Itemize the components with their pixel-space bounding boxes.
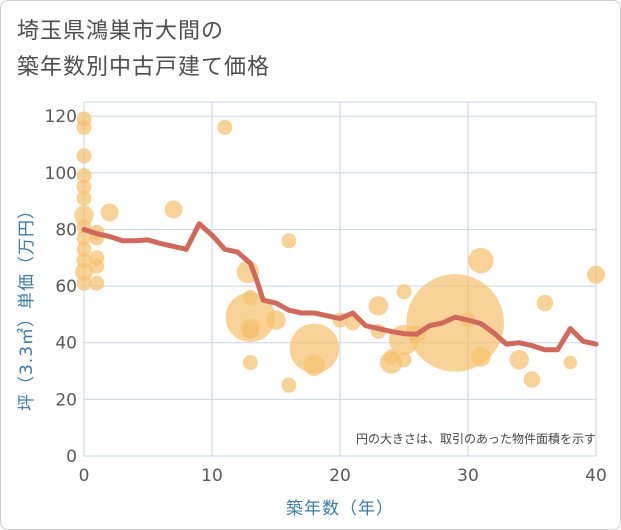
bubble-size-note: 円の大きさは、取引のあった物件面積を示す: [356, 431, 596, 446]
x-tick-label: 0: [79, 466, 90, 486]
data-bubble: [242, 355, 258, 371]
x-axis-label: 築年数（年）: [286, 499, 394, 519]
data-bubble: [266, 310, 286, 330]
data-bubble: [89, 275, 105, 291]
data-bubble: [76, 275, 92, 291]
data-bubble: [76, 190, 92, 206]
data-bubble: [75, 262, 93, 281]
data-bubble: [396, 284, 412, 300]
data-bubble: [281, 233, 297, 249]
x-tick-label: 40: [585, 466, 607, 486]
x-tick-label: 20: [329, 466, 351, 486]
y-axis-label: 坪（3.3㎡）単価（万円）: [17, 201, 37, 411]
data-bubble: [289, 323, 340, 374]
data-bubble: [76, 168, 92, 184]
data-bubble: [563, 355, 578, 370]
y-tick-label: 80: [55, 220, 77, 240]
data-bubble: [76, 148, 92, 164]
chart-title-line-1: 埼玉県鴻巣市大間の: [17, 19, 225, 44]
data-bubble: [536, 294, 554, 312]
y-tick-label: 100: [45, 164, 77, 184]
data-bubble: [242, 323, 258, 339]
data-bubble: [74, 205, 94, 226]
data-bubble: [89, 258, 105, 274]
data-bubble: [396, 352, 412, 368]
data-bubble: [379, 351, 403, 374]
y-tick-label: 40: [55, 334, 77, 354]
chart-title-line-2: 築年数別中古戸建て価格: [17, 55, 271, 80]
y-tick-label: 20: [55, 390, 77, 410]
gridlines: [83, 101, 597, 457]
y-tick-label: 60: [55, 277, 77, 297]
data-bubble: [587, 265, 605, 284]
tick-labels: 0 20 40 60 80 100 120 0 10 20 30 40: [45, 107, 607, 486]
data-bubble: [164, 200, 183, 219]
data-bubble: [100, 203, 119, 222]
x-tick-label: 30: [457, 466, 479, 486]
data-bubble: [368, 296, 389, 316]
y-tick-label: 120: [45, 107, 77, 127]
x-tick-label: 10: [201, 466, 223, 486]
data-bubble: [509, 349, 529, 370]
data-bubble: [217, 119, 233, 135]
data-bubble: [76, 230, 92, 246]
data-bubble: [225, 292, 276, 342]
y-tick-label: 0: [66, 447, 77, 467]
data-bubble: [76, 119, 92, 135]
average-price-line: [81, 221, 599, 353]
data-bubble: [281, 377, 297, 393]
data-bubble: [76, 179, 92, 195]
data-bubble: [523, 371, 541, 388]
data-bubble: [471, 347, 491, 367]
data-bubble: [468, 247, 494, 274]
data-bubble: [76, 241, 92, 257]
chart-title: 埼玉県鴻巣市大間の 築年数別中古戸建て価格: [17, 14, 270, 86]
data-bubble: [303, 354, 325, 376]
